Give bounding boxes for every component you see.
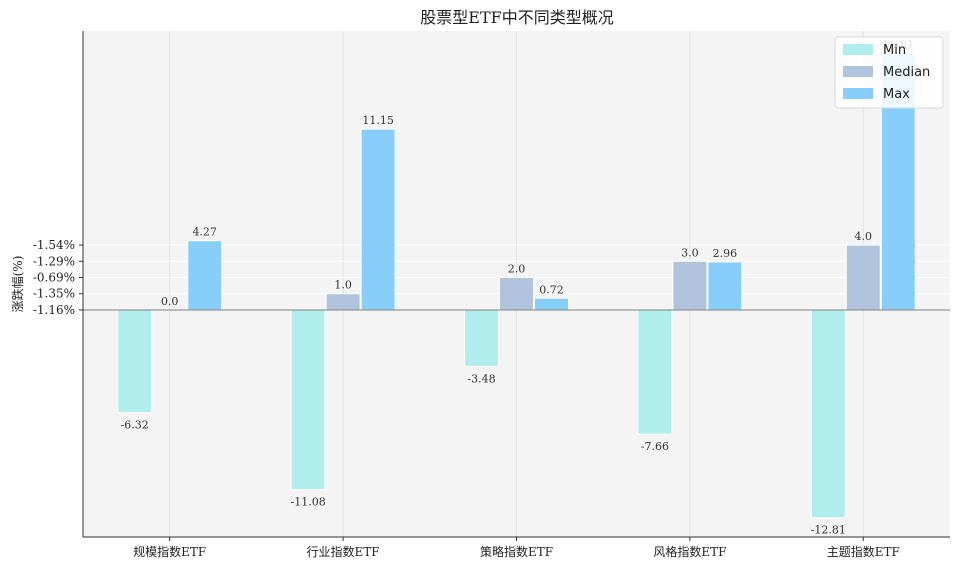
legend-swatch-min: [843, 44, 873, 55]
data-label: 1.0: [334, 279, 352, 292]
y-axis-label: 涨跌幅(%): [10, 256, 25, 313]
bar-min-4: [637, 309, 673, 435]
bar-min-5: [810, 309, 846, 519]
x-tick-label: 风格指数ETF: [653, 544, 726, 559]
data-label: 4.0: [855, 230, 873, 243]
y-tick-label: -1.29%: [33, 254, 75, 268]
x-axis: 规模指数ETF 行业指数ETF 策略指数ETF 风格指数ETF 主题指数ETF: [133, 537, 900, 559]
legend-swatch-max: [843, 88, 873, 99]
bar-max-2: [360, 128, 396, 311]
legend-label-min: Min: [883, 43, 906, 58]
data-label: 3.0: [681, 246, 699, 259]
x-tick-label: 主题指数ETF: [827, 544, 900, 559]
data-label: 4.27: [192, 226, 217, 239]
bar-max-1: [187, 240, 223, 311]
data-label: -6.32: [121, 418, 149, 431]
bar-min-3: [464, 309, 499, 367]
y-tick-label: -0.69%: [33, 271, 75, 285]
data-label: -11.08: [290, 496, 325, 509]
data-label: 2.0: [508, 263, 526, 276]
bar-min-1: [117, 309, 153, 413]
bar-median-3: [499, 277, 534, 311]
bars: [117, 53, 916, 519]
legend-label-max: Max: [883, 87, 910, 102]
legend-swatch-median: [843, 66, 873, 77]
data-label: 0.72: [539, 283, 564, 296]
legend-label-median: Median: [883, 65, 930, 80]
x-tick-label: 行业指数ETF: [307, 544, 380, 559]
chart-title: 股票型ETF中不同类型概况: [420, 8, 613, 27]
data-label: -12.81: [811, 524, 846, 537]
y-tick-label: -1.54%: [33, 238, 75, 252]
bar-max-4: [707, 261, 743, 311]
bar-median-2: [325, 293, 361, 311]
data-label: 0.0: [161, 295, 179, 308]
legend: Min Median Max: [834, 36, 944, 109]
y-tick-label: -1.35%: [33, 287, 75, 301]
data-label: 2.96: [713, 247, 738, 260]
y-axis: -1.54% -1.29% -0.69% -1.35% -1.16%: [33, 238, 83, 317]
data-label: -7.66: [641, 440, 669, 453]
bar-median-4: [672, 260, 708, 311]
bar-max-3: [534, 297, 569, 311]
data-label: -3.48: [467, 372, 495, 385]
x-tick-label: 规模指数ETF: [133, 544, 206, 559]
y-tick-label: -1.16%: [33, 303, 75, 317]
data-label: 11.15: [362, 114, 394, 127]
bar-min-2: [290, 309, 326, 491]
x-tick-label: 策略指数ETF: [480, 544, 553, 559]
bar-median-5: [845, 244, 881, 311]
